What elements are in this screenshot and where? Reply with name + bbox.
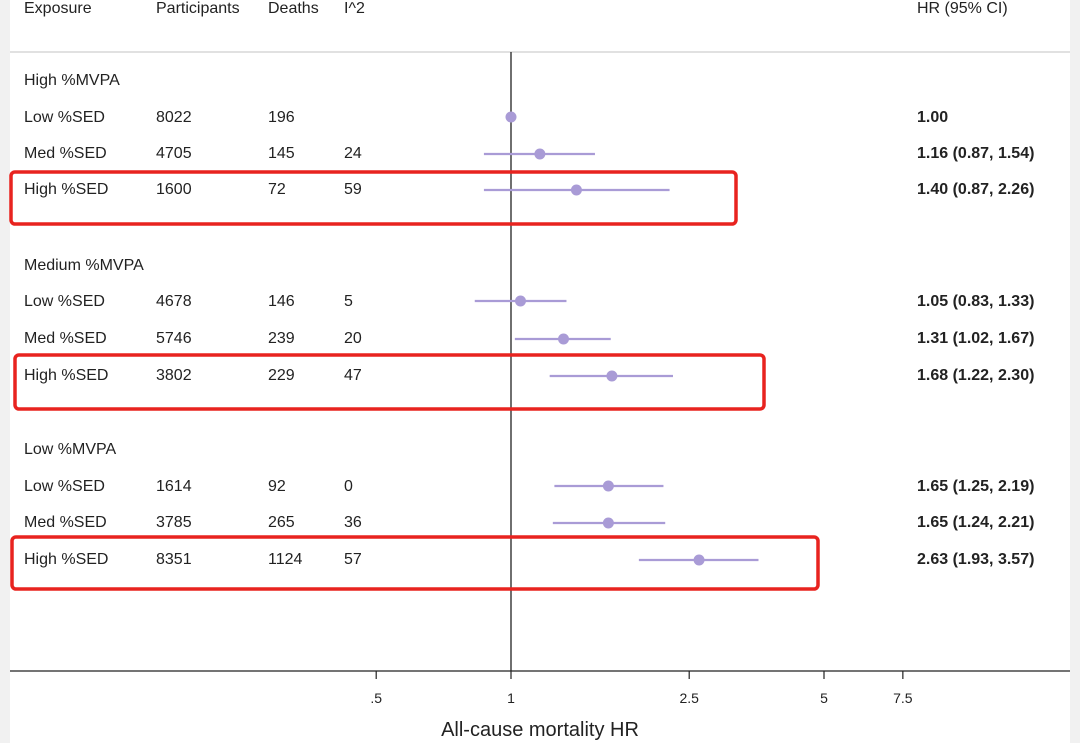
- row-participants: 1600: [156, 181, 192, 198]
- row-exposure: Low %SED: [24, 293, 105, 310]
- row-participants: 4705: [156, 145, 192, 162]
- header-participants: Participants: [156, 0, 240, 17]
- row-exposure: High %SED: [24, 181, 109, 198]
- right-window-edge: [1070, 0, 1080, 743]
- row-participants: 5746: [156, 330, 192, 347]
- row-hr: 1.65 (1.24, 2.21): [917, 514, 1035, 531]
- row-hr: 1.31 (1.02, 1.67): [917, 330, 1035, 347]
- row-deaths: 196: [268, 109, 295, 126]
- header-deaths: Deaths: [268, 0, 319, 17]
- row-hr: 1.00: [917, 109, 949, 126]
- header-i2: I^2: [344, 0, 365, 17]
- row-i2: 5: [344, 293, 353, 310]
- row-hr: 2.63 (1.93, 3.57): [917, 551, 1035, 568]
- point-estimate: [693, 554, 705, 566]
- header-hr: HR (95% CI): [917, 0, 1008, 17]
- row-deaths: 265: [268, 514, 295, 531]
- row-exposure: High %SED: [24, 367, 109, 384]
- row-hr: 1.16 (0.87, 1.54): [917, 145, 1035, 162]
- row-exposure: Low %SED: [24, 109, 105, 126]
- row-deaths: 1124: [268, 551, 303, 568]
- row-i2: 24: [344, 145, 362, 162]
- row-exposure: Med %SED: [24, 145, 107, 162]
- x-tick-label: 1: [507, 690, 515, 706]
- row-deaths: 229: [268, 367, 295, 384]
- row-deaths: 146: [268, 293, 295, 310]
- point-estimate: [514, 295, 526, 307]
- row-hr: 1.68 (1.22, 2.30): [917, 367, 1035, 384]
- point-estimate: [606, 370, 618, 382]
- row-i2: 0: [344, 478, 353, 495]
- row-participants: 3785: [156, 514, 192, 531]
- row-hr: 1.40 (0.87, 2.26): [917, 181, 1035, 198]
- row-participants: 8351: [156, 551, 192, 568]
- point-estimate: [505, 111, 517, 123]
- header-exposure: Exposure: [24, 0, 92, 17]
- row-deaths: 239: [268, 330, 295, 347]
- row-hr: 1.65 (1.25, 2.19): [917, 478, 1035, 495]
- row-participants: 1614: [156, 478, 192, 495]
- x-tick-label: 7.5: [893, 690, 913, 706]
- row-exposure: Med %SED: [24, 330, 107, 347]
- row-deaths: 72: [268, 181, 286, 198]
- row-i2: 57: [344, 551, 362, 568]
- point-estimate: [602, 517, 614, 529]
- row-deaths: 92: [268, 478, 286, 495]
- row-deaths: 145: [268, 145, 295, 162]
- highlight-box: [9, 170, 738, 226]
- row-i2: 20: [344, 330, 362, 347]
- row-i2: 47: [344, 367, 362, 384]
- highlight-box: [13, 353, 766, 411]
- x-tick-label: .5: [370, 690, 382, 706]
- x-tick-label: 2.5: [679, 690, 699, 706]
- row-exposure: High %SED: [24, 551, 109, 568]
- row-participants: 3802: [156, 367, 192, 384]
- left-window-edge: [0, 0, 10, 743]
- row-exposure: Low %SED: [24, 478, 105, 495]
- x-tick-label: 5: [820, 690, 828, 706]
- row-i2: 59: [344, 181, 362, 198]
- highlight-box: [10, 535, 820, 591]
- row-participants: 4678: [156, 293, 192, 310]
- group-label: Low %MVPA: [24, 441, 117, 458]
- point-estimate: [570, 184, 582, 196]
- row-exposure: Med %SED: [24, 514, 107, 531]
- group-label: Medium %MVPA: [24, 257, 144, 274]
- row-hr: 1.05 (0.83, 1.33): [917, 293, 1035, 310]
- point-estimate: [534, 148, 546, 160]
- point-estimate: [558, 333, 570, 345]
- x-axis-label: All-cause mortality HR: [441, 719, 639, 741]
- group-label: High %MVPA: [24, 72, 120, 89]
- point-estimate: [602, 480, 614, 492]
- row-i2: 36: [344, 514, 362, 531]
- row-participants: 8022: [156, 109, 192, 126]
